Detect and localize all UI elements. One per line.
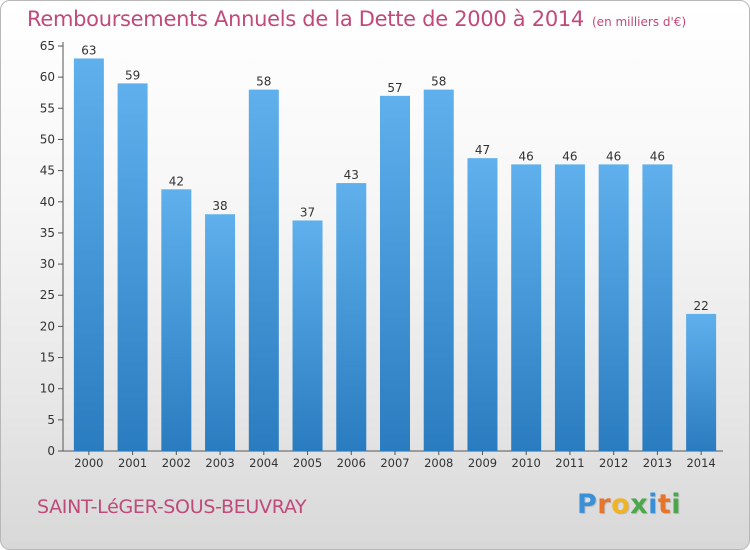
y-tick-label: 35: [40, 226, 55, 240]
x-tick-label: 2005: [293, 456, 322, 470]
bar: [554, 164, 585, 451]
logo-letter: t: [657, 489, 672, 520]
data-label: 46: [650, 149, 665, 163]
proxiti-logo: Proxiti: [577, 489, 681, 520]
logo-letter: o: [611, 489, 631, 520]
y-tick-label: 0: [47, 444, 55, 458]
logo-letter: i: [671, 489, 682, 520]
bar: [598, 164, 629, 451]
y-tick-label: 20: [40, 319, 55, 333]
bar: [205, 214, 236, 451]
x-tick-label: 2012: [599, 456, 628, 470]
y-tick-label: 50: [40, 132, 55, 146]
data-label: 59: [125, 68, 140, 82]
data-label: 58: [431, 75, 446, 89]
bar: [161, 189, 192, 452]
bar: [642, 164, 673, 451]
y-tick-label: 5: [47, 413, 55, 427]
data-label: 42: [169, 174, 184, 188]
bars: 63 59 42 38 58 37 43 57 58 47 46 46 46 46 22: [73, 43, 717, 452]
x-tick-label: 2010: [512, 456, 541, 470]
bar: [117, 83, 148, 451]
x-tick-label: 2004: [249, 456, 278, 470]
chart-title-text: Remboursements Annuels de la Dette de 20…: [27, 7, 584, 31]
y-tick-label: 30: [40, 257, 55, 271]
data-label: 38: [212, 199, 227, 213]
bar: [511, 164, 542, 451]
y-tick-label: 45: [40, 164, 55, 178]
x-tick-label: 2013: [643, 456, 672, 470]
bar: [467, 158, 498, 451]
logo-letter: r: [597, 489, 612, 520]
logo-letter: i: [648, 489, 658, 520]
x-tick-label: 2002: [162, 456, 191, 470]
y-tick-label: 65: [40, 39, 55, 53]
y-tick-label: 40: [40, 195, 55, 209]
bar: [686, 313, 717, 451]
x-tick-label: 2009: [468, 456, 497, 470]
bar: [292, 220, 323, 451]
data-label: 58: [256, 75, 271, 89]
x-tick-label: 2006: [337, 456, 366, 470]
bar: [380, 95, 410, 451]
data-label: 37: [300, 205, 315, 219]
bar: [73, 58, 104, 451]
data-label: 43: [344, 168, 359, 182]
city-name: SAINT-LéGER-SOUS-BEUVRAY: [37, 496, 307, 518]
unit-label: (en milliers d'€): [592, 15, 687, 29]
x-tick-label: 2011: [555, 456, 584, 470]
y-tick-label: 25: [40, 288, 55, 302]
logo-letter: x: [630, 489, 649, 520]
data-label: 46: [606, 149, 621, 163]
data-label: 46: [519, 149, 534, 163]
bar: [423, 89, 454, 451]
bar: [248, 89, 279, 451]
y-tick-label: 55: [40, 101, 55, 115]
data-label: 57: [387, 81, 402, 95]
data-label: 63: [81, 43, 96, 57]
y-tick-label: 60: [40, 70, 55, 84]
x-tick-label: 2007: [380, 456, 409, 470]
data-label: 22: [693, 299, 708, 313]
y-tick-label: 10: [40, 382, 55, 396]
x-tick-label: 2001: [118, 456, 147, 470]
data-label: 46: [562, 149, 577, 163]
data-label: 47: [475, 143, 490, 157]
axes: 0 5 10 15 20 25 30 35 40 45 50 55 60 65 2000 2001 2002 20…: [40, 39, 723, 470]
chart-title: Remboursements Annuels de la Dette de 20…: [27, 7, 686, 31]
x-tick-label: 2003: [205, 456, 234, 470]
logo-letter: P: [577, 489, 598, 520]
x-tick-label: 2014: [686, 456, 715, 470]
y-tick-label: 15: [40, 351, 55, 365]
x-tick-label: 2000: [74, 456, 103, 470]
x-tick-label: 2008: [424, 456, 453, 470]
bar: [336, 183, 367, 452]
